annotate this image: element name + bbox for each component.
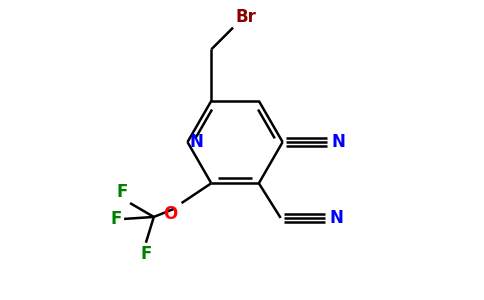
Text: F: F [140,245,151,263]
Text: Br: Br [235,8,256,26]
Text: O: O [164,205,178,223]
Text: N: N [190,133,203,151]
Text: N: N [329,209,343,227]
Text: F: F [117,183,128,201]
Text: F: F [111,210,122,228]
Text: N: N [331,133,345,151]
